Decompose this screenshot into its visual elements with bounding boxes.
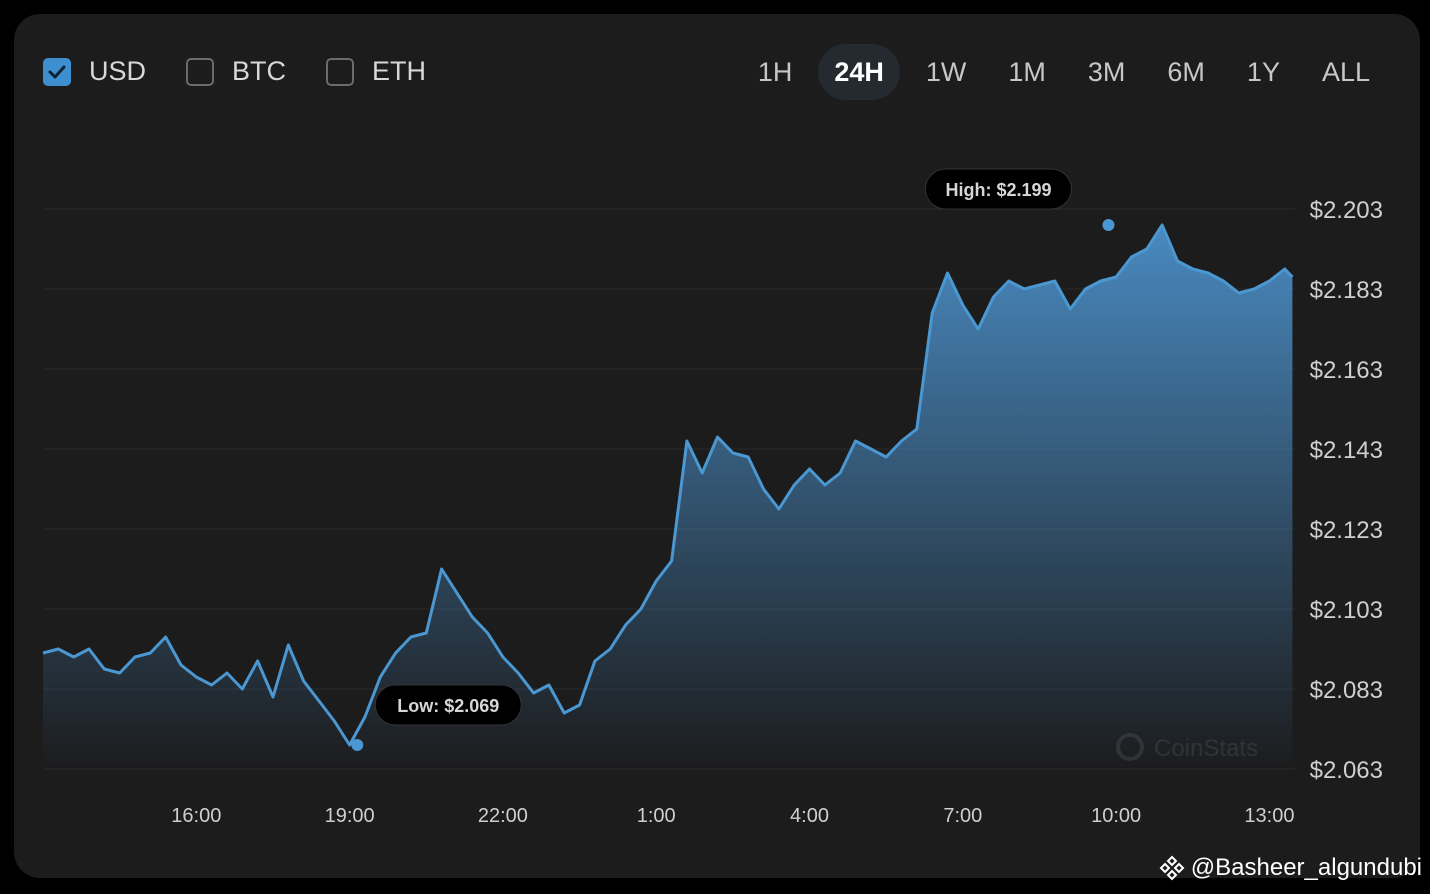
y-tick-label: $2.123 — [1310, 517, 1383, 544]
price-chart-card: USD BTC ETH 1H 24H 1W 1M 3M 6M 1Y ALL $2… — [14, 14, 1420, 878]
usd-label: USD — [89, 56, 147, 86]
price-chart[interactable]: $2.203 $2.183 $2.163 $2.143 $2.123 $2.103 $2.0… — [14, 14, 1420, 878]
binance-logo-icon — [1159, 855, 1185, 881]
checkmark-icon — [48, 65, 66, 78]
author-watermark: @ Basheer_algundubi — [1159, 854, 1422, 882]
range-1w[interactable]: 1W — [925, 56, 967, 87]
y-tick-label: $2.183 — [1310, 277, 1383, 304]
high-point-marker — [1102, 219, 1115, 231]
range-all[interactable]: ALL — [1321, 56, 1370, 87]
range-1y[interactable]: 1Y — [1246, 56, 1280, 87]
eth-checkbox[interactable] — [326, 57, 355, 86]
author-handle: Basheer_algundubi — [1215, 854, 1422, 881]
at-sign: @ — [1190, 854, 1216, 881]
high-label: High: $2.199 — [945, 180, 1051, 200]
x-tick-label: 22:00 — [478, 805, 528, 827]
x-tick-label: 13:00 — [1244, 805, 1294, 827]
time-range-selector: 1H 24H 1W 1M 3M 6M 1Y ALL — [732, 44, 1386, 100]
currency-selector: USD BTC ETH — [43, 56, 466, 87]
low-tooltip — [374, 684, 522, 726]
x-tick-label: 16:00 — [171, 805, 221, 827]
btc-checkbox[interactable] — [186, 57, 215, 86]
currency-eth[interactable]: ETH — [326, 56, 426, 87]
high-tooltip — [924, 168, 1072, 210]
y-tick-label: $2.063 — [1310, 757, 1383, 784]
range-24h[interactable]: 24H — [818, 44, 900, 100]
btc-label: BTC — [232, 56, 287, 86]
range-6m[interactable]: 6M — [1167, 56, 1205, 87]
eth-label: ETH — [372, 56, 427, 86]
currency-usd[interactable]: USD — [43, 56, 146, 87]
low-point-marker — [351, 739, 364, 751]
price-area-fill — [43, 225, 1293, 769]
range-1m[interactable]: 1M — [1008, 56, 1046, 87]
low-label: Low: $2.069 — [397, 696, 499, 716]
x-tick-label: 19:00 — [325, 805, 375, 827]
y-tick-label: $2.083 — [1310, 677, 1383, 704]
y-tick-label: $2.103 — [1310, 597, 1383, 624]
price-line[interactable] — [42, 223, 1294, 747]
x-tick-label: 10:00 — [1091, 805, 1141, 827]
usd-checkbox[interactable] — [43, 57, 71, 86]
y-tick-label: $2.163 — [1310, 357, 1383, 384]
range-3m[interactable]: 3M — [1087, 56, 1126, 87]
range-1h[interactable]: 1H — [757, 56, 793, 87]
x-tick-label: 7:00 — [943, 805, 982, 827]
y-tick-label: $2.143 — [1310, 437, 1383, 464]
x-tick-label: 1:00 — [637, 805, 676, 827]
y-tick-label: $2.203 — [1310, 197, 1383, 224]
currency-btc[interactable]: BTC — [186, 56, 286, 87]
x-tick-label: 4:00 — [790, 805, 829, 827]
